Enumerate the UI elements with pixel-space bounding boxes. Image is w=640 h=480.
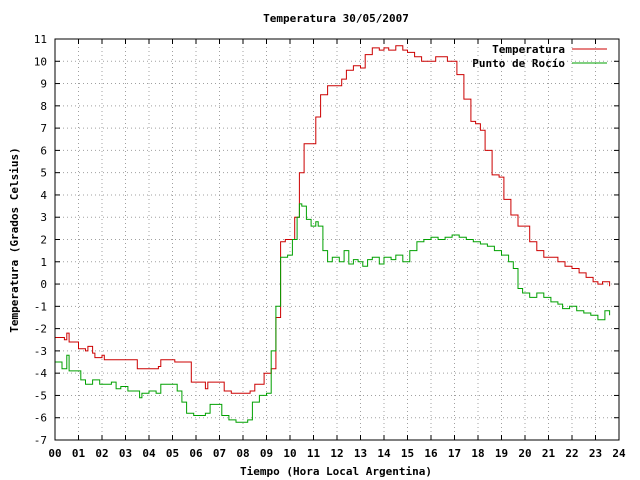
y-tick-label: -5	[34, 389, 47, 402]
x-tick-label: 01	[72, 447, 86, 460]
y-tick-label: 9	[40, 78, 47, 91]
x-tick-label: 19	[495, 447, 508, 460]
plot-frame	[54, 38, 620, 441]
series-line-punto-de-rocio	[55, 203, 611, 423]
x-axis: 00 01 02 03 04 05 06 07 08 09 10 11 12 13 14 15 16 17 18 19…	[48, 39, 626, 460]
x-tick-label: 12	[330, 447, 343, 460]
x-tick-label: 24	[612, 447, 626, 460]
x-tick-label: 09	[260, 447, 273, 460]
series-lines	[55, 45, 611, 423]
y-tick-label: -2	[34, 323, 47, 336]
y-tick-label: 8	[40, 100, 47, 113]
y-tick-label: 2	[40, 234, 47, 247]
x-tick-label: 17	[448, 447, 461, 460]
x-tick-label: 00	[48, 447, 61, 460]
x-tick-label: 14	[377, 447, 391, 460]
y-tick-label: 7	[40, 122, 47, 135]
x-tick-label: 03	[119, 447, 132, 460]
y-tick-label: 3	[40, 211, 47, 224]
x-tick-label: 08	[236, 447, 249, 460]
x-tick-label: 13	[354, 447, 367, 460]
y-axis-label: Temperatura (Grados Celsius)	[8, 147, 21, 332]
x-tick-label: 20	[518, 447, 531, 460]
x-tick-label: 06	[189, 447, 203, 460]
x-tick-label: 07	[213, 447, 226, 460]
y-tick-label: -7	[34, 434, 47, 447]
y-tick-label: 6	[40, 144, 47, 157]
x-tick-label: 22	[565, 447, 578, 460]
y-tick-label: 0	[40, 278, 47, 291]
y-tick-label: -6	[34, 412, 47, 425]
x-tick-label: 16	[424, 447, 438, 460]
x-tick-label: 11	[307, 447, 321, 460]
x-axis-label: Tiempo (Hora Local Argentina)	[240, 465, 432, 478]
series-line-temperatura	[55, 45, 611, 394]
y-tick-label: 1	[40, 256, 47, 269]
y-tick-label: -3	[34, 345, 47, 358]
y-tick-label: 10	[34, 55, 47, 68]
x-tick-label: 10	[283, 447, 296, 460]
x-tick-label: 21	[542, 447, 556, 460]
y-axis: -7 -6 -5 -4 -3 -2 -1 0 1 2 3 4 5 6 7 8 9 10 11	[34, 33, 619, 447]
legend-label: Punto de Rocío	[472, 57, 565, 70]
x-tick-label: 23	[589, 447, 602, 460]
x-tick-label: 18	[471, 447, 484, 460]
legend-label: Temperatura	[492, 43, 565, 56]
y-tick-label: -1	[34, 300, 47, 313]
chart-title: Temperatura 30/05/2007	[263, 12, 409, 25]
grid	[54, 38, 620, 441]
x-tick-label: 02	[95, 447, 108, 460]
y-tick-label: -4	[34, 367, 48, 380]
y-tick-label: 5	[40, 167, 47, 180]
x-tick-label: 05	[166, 447, 179, 460]
x-tick-label: 15	[401, 447, 414, 460]
y-tick-label: 4	[40, 189, 47, 202]
x-tick-label: 04	[142, 447, 156, 460]
y-tick-label: 11	[34, 33, 47, 46]
